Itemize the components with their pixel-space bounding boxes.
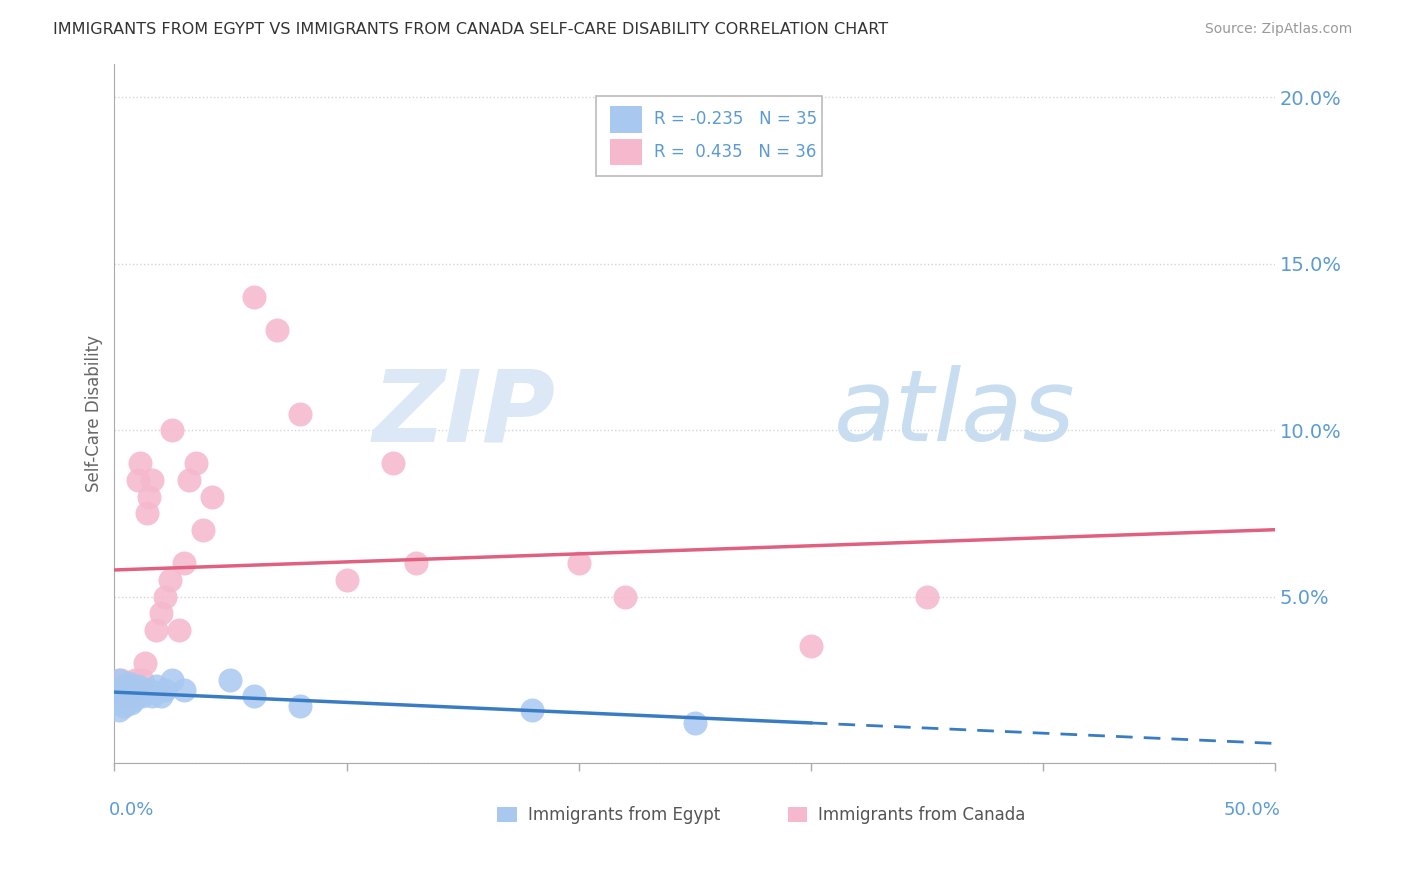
Point [266,323,288,337]
FancyBboxPatch shape [596,95,823,176]
Point [110,673,132,687]
Text: R = -0.235   N = 35: R = -0.235 N = 35 [654,111,817,128]
Point [800,640,823,654]
Point [122,680,145,694]
Point [138,682,160,697]
Point [155,682,177,697]
Point [115,696,138,710]
Text: 50.0%: 50.0% [1223,801,1281,820]
Point [134,686,156,700]
Point [242,290,264,304]
Point [683,716,706,731]
Point [127,680,149,694]
Text: atlas: atlas [834,365,1076,462]
Y-axis label: Self-Care Disability: Self-Care Disability [86,335,103,492]
Point [219,673,242,687]
Point [129,682,152,697]
Point [124,686,146,700]
Point [191,523,214,537]
Point [141,690,163,704]
Point [145,623,167,637]
Point [127,473,149,487]
Point [149,690,172,704]
Point [105,696,128,710]
Point [120,682,142,697]
Bar [498,807,516,822]
Bar [610,139,643,165]
Point [112,699,135,714]
Point [115,680,138,694]
Point [127,690,149,704]
Point [149,606,172,620]
Point [173,682,195,697]
Point [169,623,191,637]
Point [105,682,128,697]
Point [522,703,544,717]
Point [122,686,145,700]
Text: ZIP: ZIP [373,365,555,462]
Point [108,673,131,687]
Text: Immigrants from Canada: Immigrants from Canada [818,806,1025,824]
Point [405,556,427,570]
Point [131,673,153,687]
Point [108,703,131,717]
Text: 0.0%: 0.0% [108,801,155,820]
Point [103,690,125,704]
Point [117,676,139,690]
Point [614,590,637,604]
Point [120,686,142,700]
Bar [610,106,643,133]
Point [131,690,153,704]
Point [138,490,160,504]
Bar [787,807,807,822]
Text: R =  0.435   N = 36: R = 0.435 N = 36 [654,143,817,161]
Point [141,473,163,487]
Point [159,573,181,587]
Point [122,692,145,706]
Point [115,682,138,697]
Point [162,673,184,687]
Point [201,490,224,504]
Point [117,690,139,704]
Text: Source: ZipAtlas.com: Source: ZipAtlas.com [1205,22,1353,37]
Point [145,680,167,694]
Point [173,556,195,570]
Text: Immigrants from Egypt: Immigrants from Egypt [529,806,720,824]
Point [110,686,132,700]
Point [120,696,142,710]
Point [135,507,157,521]
Point [129,457,152,471]
Point [117,690,139,704]
Point [162,423,184,437]
Point [112,680,135,694]
Point [288,407,311,421]
Point [184,457,207,471]
Point [112,690,135,704]
Point [177,473,200,487]
Text: IMMIGRANTS FROM EGYPT VS IMMIGRANTS FROM CANADA SELF-CARE DISABILITY CORRELATION: IMMIGRANTS FROM EGYPT VS IMMIGRANTS FROM… [53,22,889,37]
Point [915,590,938,604]
Point [155,590,177,604]
Point [568,556,591,570]
Point [108,682,131,697]
Point [242,690,264,704]
Point [381,457,404,471]
Point [134,656,156,670]
Point [124,673,146,687]
Point [110,692,132,706]
Point [335,573,357,587]
Point [288,699,311,714]
